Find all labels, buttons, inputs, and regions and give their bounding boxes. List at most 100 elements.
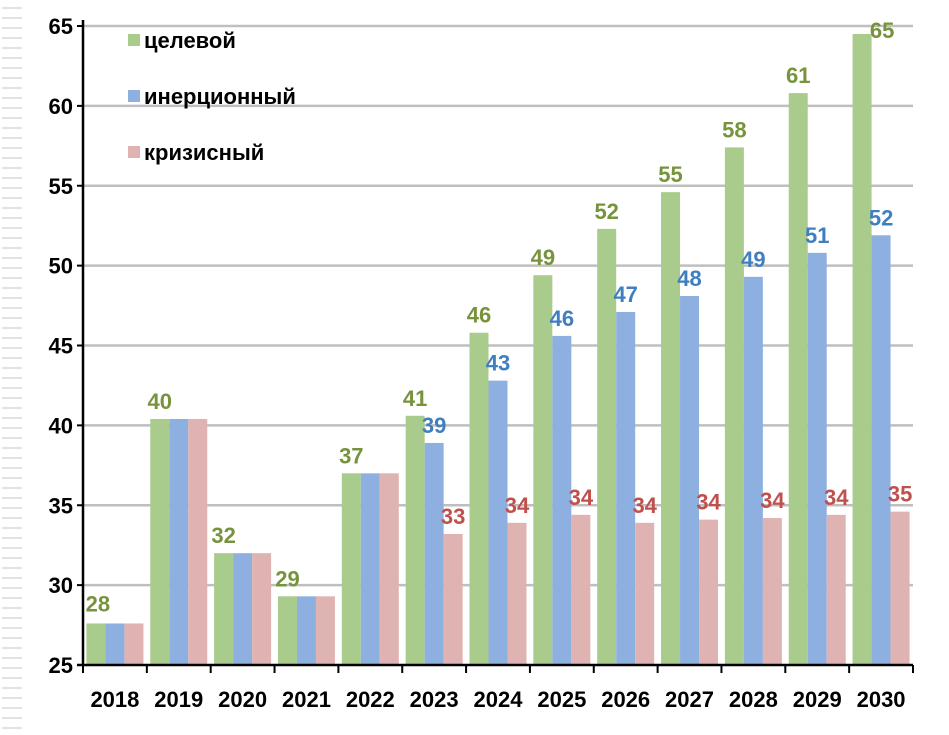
x-tick-label: 2022 — [346, 687, 395, 712]
bar-кризисный — [188, 418, 208, 665]
data-label: 29 — [275, 566, 299, 591]
y-tick-label: 45 — [49, 334, 73, 359]
y-tick-label: 25 — [49, 653, 73, 678]
bar-кризисный — [124, 623, 144, 665]
data-label: 61 — [786, 63, 810, 88]
bar-целевой — [597, 228, 617, 665]
data-label: 52 — [869, 205, 893, 230]
bar-целевой — [86, 623, 106, 665]
bar-кризисный — [252, 553, 272, 665]
bar-инерционный — [360, 473, 380, 665]
data-label: 34 — [824, 485, 849, 510]
bar-инерционный — [616, 311, 636, 665]
legend-swatch — [128, 34, 140, 46]
y-tick-label: 60 — [49, 94, 73, 119]
bar-кризисный — [826, 514, 846, 665]
bar-целевой — [214, 553, 234, 665]
bar-инерционный — [424, 442, 444, 665]
bar-инерционный — [169, 418, 189, 665]
data-label: 35 — [888, 482, 912, 507]
y-tick-label: 35 — [49, 493, 73, 518]
x-tick-label: 2021 — [282, 687, 331, 712]
bar-кризисный — [890, 511, 910, 665]
bar-целевой — [661, 192, 681, 665]
bar-целевой — [277, 596, 297, 665]
x-tick-label: 2026 — [601, 687, 650, 712]
bar-целевой — [405, 415, 425, 665]
legend-swatch — [128, 90, 140, 102]
bar-кризисный — [635, 522, 655, 665]
data-label: 51 — [805, 223, 829, 248]
data-label: 34 — [760, 488, 785, 513]
data-label: 39 — [422, 413, 446, 438]
bar-кризисный — [315, 596, 335, 665]
bar-целевой — [469, 332, 489, 665]
data-label: 55 — [658, 162, 682, 187]
data-label: 49 — [741, 247, 765, 272]
legend-label: целевой — [144, 28, 236, 53]
y-tick-label: 50 — [49, 254, 73, 279]
x-tick-label: 2030 — [857, 687, 906, 712]
data-label: 37 — [339, 443, 363, 468]
data-label: 28 — [86, 591, 110, 616]
data-label: 47 — [613, 282, 637, 307]
legend-swatch — [128, 146, 140, 158]
bar-целевой — [341, 473, 361, 665]
data-label: 65 — [870, 18, 894, 43]
y-tick-label: 40 — [49, 413, 73, 438]
data-label: 58 — [722, 117, 746, 142]
bar-инерционный — [552, 335, 572, 665]
data-label: 34 — [696, 490, 721, 515]
x-tick-label: 2023 — [410, 687, 459, 712]
legend-label: инерционный — [144, 84, 296, 109]
y-tick-label: 65 — [49, 14, 73, 39]
x-tick-label: 2028 — [729, 687, 778, 712]
legend: целевой инерционный кризисный — [128, 28, 296, 165]
bar-инерционный — [488, 380, 508, 665]
bar-целевой — [724, 147, 744, 665]
bar-целевой — [852, 33, 872, 666]
data-label: 46 — [550, 306, 574, 331]
bar-инерционный — [233, 553, 253, 665]
data-label: 41 — [403, 386, 427, 411]
x-tick-label: 2027 — [665, 687, 714, 712]
data-label: 34 — [632, 493, 657, 518]
y-tick-label: 55 — [49, 174, 73, 199]
bar-инерционный — [105, 623, 125, 665]
data-label: 52 — [594, 199, 618, 224]
data-label: 40 — [148, 389, 172, 414]
legend-label: кризисный — [144, 140, 264, 165]
data-label: 34 — [569, 485, 594, 510]
bar-кризисный — [699, 519, 719, 665]
bar-инерционный — [871, 235, 891, 665]
bar-кризисный — [443, 534, 463, 665]
data-label: 34 — [505, 493, 530, 518]
left-decoration — [2, 7, 22, 729]
bar-инерционный — [680, 295, 700, 665]
bar-кризисный — [762, 518, 782, 665]
data-label: 48 — [677, 266, 701, 291]
bar-инерционный — [743, 276, 763, 665]
x-tick-label: 2019 — [154, 687, 203, 712]
bar-кризисный — [571, 514, 591, 665]
x-tick-label: 2020 — [218, 687, 267, 712]
x-tick-label: 2018 — [90, 687, 139, 712]
bar-инерционный — [296, 596, 316, 665]
bar-целевой — [150, 418, 170, 665]
bar-целевой — [533, 275, 553, 665]
data-label: 32 — [211, 523, 235, 548]
x-tick-label: 2024 — [474, 687, 524, 712]
data-label: 46 — [467, 303, 491, 328]
x-tick-label: 2025 — [537, 687, 586, 712]
bar-целевой — [788, 93, 808, 666]
bar-инерционный — [807, 252, 827, 665]
bar-кризисный — [379, 473, 399, 665]
data-label: 49 — [531, 245, 555, 270]
data-label: 33 — [441, 504, 465, 529]
y-tick-label: 30 — [49, 573, 73, 598]
x-tick-label: 2029 — [793, 687, 842, 712]
data-label: 43 — [486, 351, 510, 376]
bar-кризисный — [507, 522, 527, 665]
